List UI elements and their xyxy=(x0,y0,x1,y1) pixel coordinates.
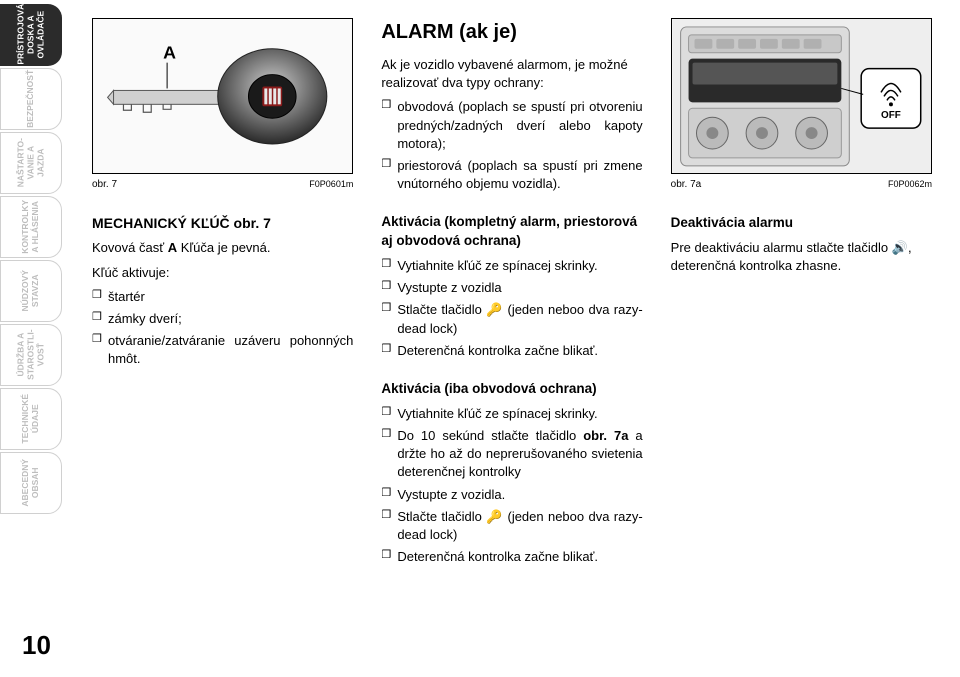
tab-dashboard-controls[interactable]: PRÍSTROJOVÁ DOSKA A OVLÁDAČE xyxy=(0,4,62,66)
tab-maintenance[interactable]: ÚDRŽBA A STAROSTLI- VOSŤ xyxy=(0,324,62,386)
list-item: Vystupte z vozidla. xyxy=(381,486,642,504)
list-item: obvodová (poplach se spustí pri otvoreni… xyxy=(381,98,642,153)
heading-mechanical-key: MECHANICKÝ KĽÚČ obr. 7 xyxy=(92,214,353,234)
figure-key-number: obr. 7 xyxy=(92,178,117,192)
alarm-intro-text: Ak je vozidlo vybavené alarmom, je možné… xyxy=(381,56,642,92)
list-item: štartér xyxy=(92,288,353,306)
activation-full-list: Vytiahnite kľúč ze spínacej skrinky. Vys… xyxy=(381,257,642,364)
page-number: 10 xyxy=(0,630,72,677)
tab-index[interactable]: ABECEDNÝ OBSAH xyxy=(0,452,62,514)
deactivation-text: Pre deaktiváciu alarmu stlačte tlačidlo … xyxy=(671,239,932,275)
figure-dashboard-caption: obr. 7a F0P0062m xyxy=(671,178,932,192)
list-item: zámky dverí; xyxy=(92,310,353,328)
list-item: Do 10 sekúnd stlačte tlačidlo obr. 7a a … xyxy=(381,427,642,482)
list-item: Deterenčná kontrolka začne blikať. xyxy=(381,548,642,566)
list-item: Vytiahnite kľúč ze spínacej skrinky. xyxy=(381,257,642,275)
heading-activation-full: Aktivácia (kompletný alarm, priestorová … xyxy=(381,213,642,251)
figure-dashboard-code: F0P0062m xyxy=(888,178,932,192)
heading-deactivation: Deaktivácia alarmu xyxy=(671,214,932,233)
list-item: Deterenčná kontrolka začne blikať. xyxy=(381,342,642,360)
figure-dashboard-button: OFF xyxy=(671,18,932,174)
key-activates-list: štartér zámky dverí; otváranie/zatvárani… xyxy=(92,288,353,373)
tab-technical-data[interactable]: TECHNICKÉ ÚDAJE xyxy=(0,388,62,450)
column-1: A obr. 7 F0P0601m MECHANICKÝ KĽÚČ obr. 7… xyxy=(92,18,353,659)
tab-safety[interactable]: BEZPEČNOSŤ xyxy=(0,68,62,130)
svg-text:OFF: OFF xyxy=(881,110,901,121)
heading-activation-perimeter: Aktivácia (iba obvodová ochrana) xyxy=(381,380,642,399)
column-3: OFF obr. 7a F0P0062m Deaktivácia alarmu … xyxy=(671,18,932,659)
figure-key-label-a: A xyxy=(163,43,176,63)
figure-key: A xyxy=(92,18,353,174)
alarm-types-list: obvodová (poplach se spustí pri otvoreni… xyxy=(381,98,642,197)
list-item: Vytiahnite kľúč ze spínacej skrinky. xyxy=(381,405,642,423)
heading-alarm: ALARM (ak je) xyxy=(381,18,642,46)
sidebar-nav: PRÍSTROJOVÁ DOSKA A OVLÁDAČE BEZPEČNOSŤ … xyxy=(0,0,72,677)
list-item: Vystupte z vozidla xyxy=(381,279,642,297)
key-metal-part-text: Kovová časť A Kľúča je pevná. xyxy=(92,239,353,257)
page-content: A obr. 7 F0P0601m MECHANICKÝ KĽÚČ obr. 7… xyxy=(92,18,932,659)
figure-key-caption: obr. 7 F0P0601m xyxy=(92,178,353,192)
list-item: Stlačte tlačidlo 🔑 (jeden neboo dva razy… xyxy=(381,508,642,544)
figure-dashboard-number: obr. 7a xyxy=(671,178,702,192)
list-item: otváranie/zatváranie uzáveru pohonných h… xyxy=(92,332,353,368)
list-item: Stlačte tlačidlo 🔑 (jeden neboo dva razy… xyxy=(381,301,642,337)
sidebar-tabs: PRÍSTROJOVÁ DOSKA A OVLÁDAČE BEZPEČNOSŤ … xyxy=(0,0,72,514)
tab-starting-driving[interactable]: NAŠTARTO- VANIE A JAZDA xyxy=(0,132,62,194)
tab-warning-lights[interactable]: KONTROLKY A HLÁSENIA xyxy=(0,196,62,258)
activation-perimeter-list: Vytiahnite kľúč ze spínacej skrinky. Do … xyxy=(381,405,642,571)
column-2: ALARM (ak je) Ak je vozidlo vybavené ala… xyxy=(381,18,642,659)
key-activates-text: Kľúč aktivuje: xyxy=(92,264,353,282)
tab-emergency[interactable]: NÚDZOVÝ STAVZA xyxy=(0,260,62,322)
list-item: priestorová (poplach sa spustí pri zmene… xyxy=(381,157,642,193)
figure-key-code: F0P0601m xyxy=(309,178,353,192)
